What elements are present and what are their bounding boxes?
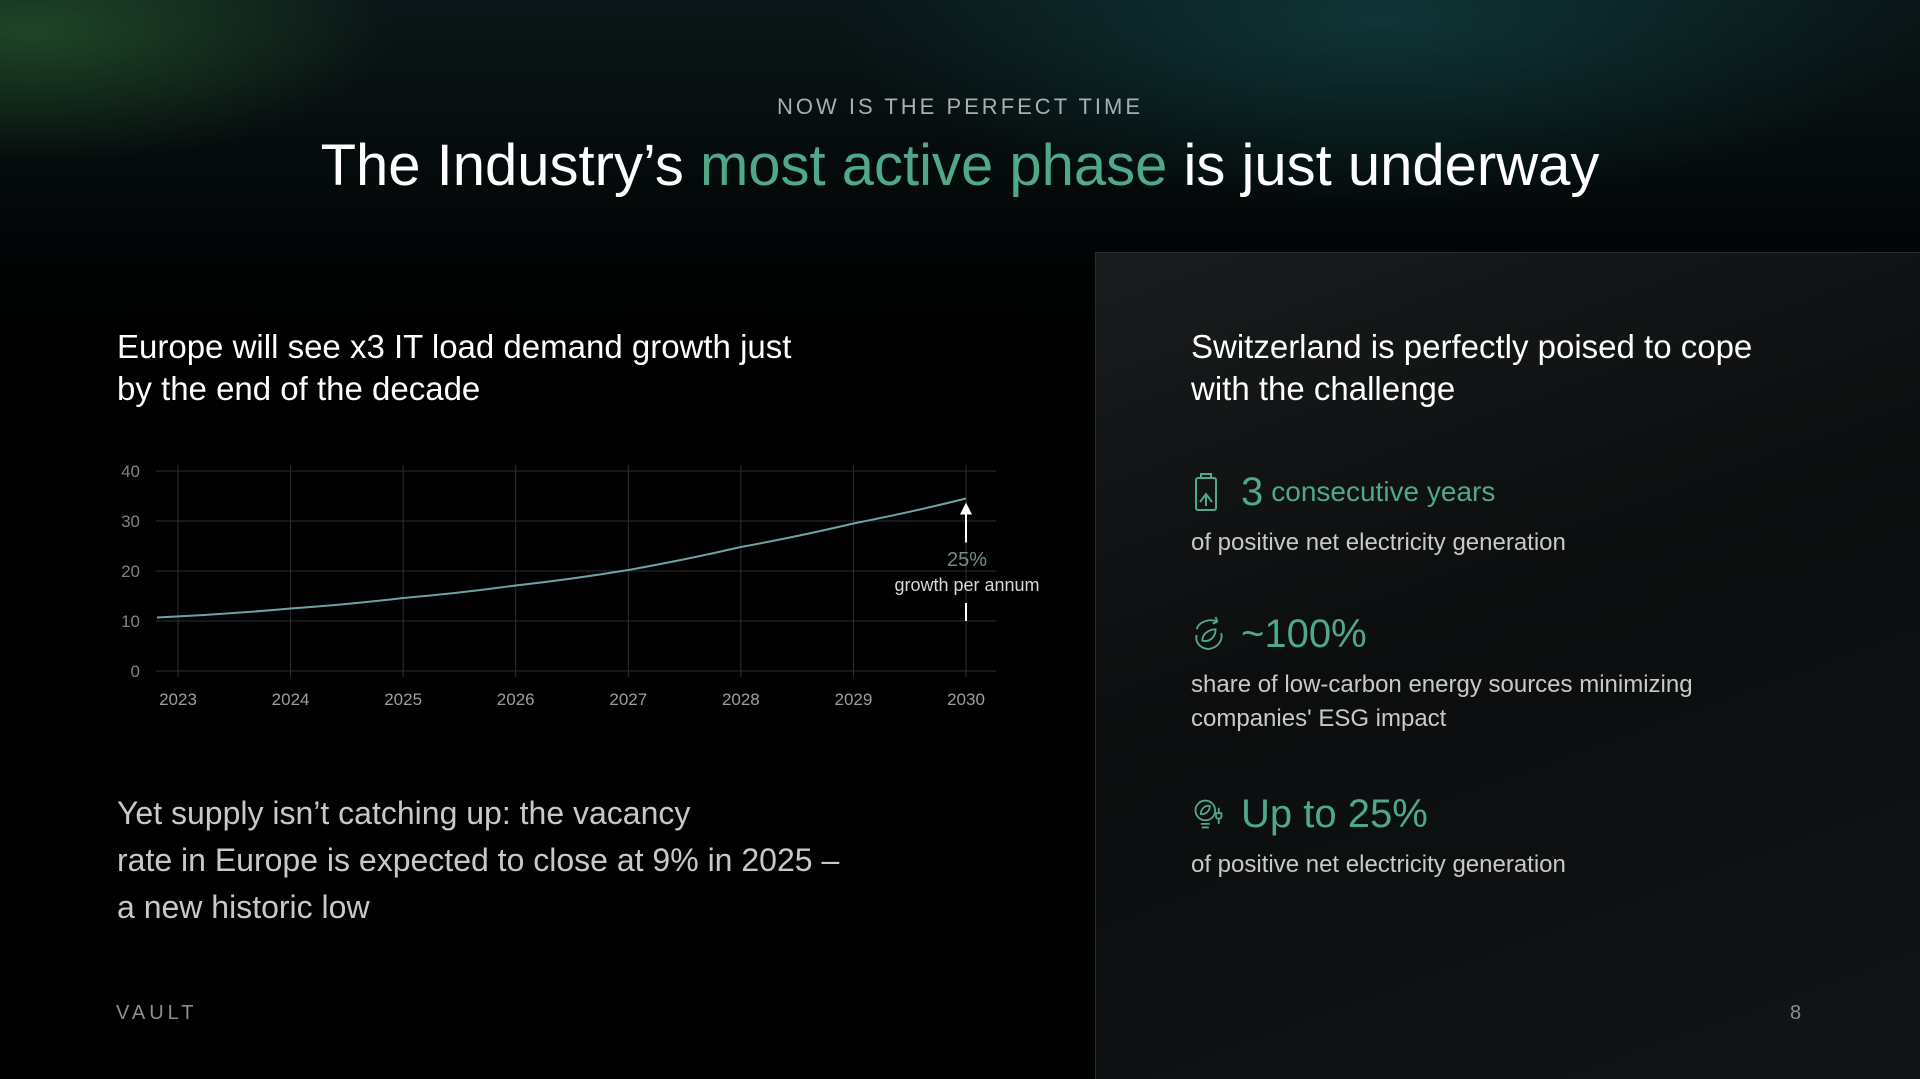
stat-desc-line: of positive net electricity generation (1191, 529, 1566, 556)
stat-unit: consecutive years (1271, 476, 1496, 507)
y-tick-label: 20 (121, 562, 140, 581)
x-tick-label: 2028 (722, 690, 760, 709)
y-tick-label: 0 (131, 662, 140, 681)
title-prefix: The Industry’s (320, 133, 700, 198)
left-heading-line: Europe will see x3 IT load demand growth… (117, 328, 792, 365)
stat-desc-line: companies' ESG impact (1191, 705, 1447, 732)
right-panel (1095, 252, 1920, 1079)
stat-consecutive-years: 3 consecutive years of positive net elec… (1191, 466, 1891, 560)
right-heading-line: Switzerland is perfectly poised to cope (1191, 328, 1753, 365)
stat-up-to: Up to 25% of positive net electricity ge… (1191, 788, 1891, 882)
x-tick-label: 2030 (947, 690, 985, 709)
supply-line: Yet supply isn’t catching up: the vacanc… (117, 795, 691, 831)
recycle-leaf-icon (1191, 614, 1225, 654)
stat-description: of positive net electricity generation (1191, 526, 1891, 560)
eyebrow-label: NOW IS THE PERFECT TIME (776, 94, 1144, 119)
stat-row: Up to 25% (1191, 788, 1891, 840)
stat-value: 3 (1241, 469, 1264, 514)
x-axis: 2023 2024 2025 2026 2027 2028 2029 2030 (159, 690, 985, 709)
supply-line: a new historic low (117, 889, 370, 925)
left-heading-line: by the end of the decade (117, 370, 481, 407)
title-suffix: is just underway (1167, 133, 1600, 198)
right-heading-line: with the challenge (1191, 370, 1456, 407)
left-heading: Europe will see x3 IT load demand growth… (117, 326, 937, 410)
stat-row: 3 consecutive years (1191, 466, 1891, 518)
title-accent: most active phase (699, 133, 1168, 198)
y-tick-label: 30 (121, 512, 140, 531)
right-heading: Switzerland is perfectly poised to cope … (1191, 326, 1891, 410)
stat-value: Up to 25% (1241, 791, 1428, 836)
annotation-label: growth per annum (894, 575, 1039, 595)
annotation-arrowhead (960, 502, 972, 515)
x-tick-label: 2029 (835, 690, 873, 709)
y-tick-label: 10 (121, 612, 140, 631)
supply-text: Yet supply isn’t catching up: the vacanc… (117, 790, 977, 931)
series-line (156, 497, 967, 619)
stat-description: of positive net electricity generation (1191, 848, 1891, 882)
y-axis: 0 10 20 30 40 (121, 462, 140, 681)
page-number: 8 (1790, 1002, 1802, 1024)
chart-grid (156, 465, 996, 677)
x-tick-label: 2024 (272, 690, 310, 709)
eco-bulb-icon (1191, 794, 1225, 834)
stat-desc-line: share of low-carbon energy sources minim… (1191, 671, 1693, 698)
x-tick-label: 2025 (384, 690, 422, 709)
stat-desc-line: of positive net electricity generation (1191, 851, 1566, 878)
stat-row: ~100% (1191, 608, 1891, 660)
stat-value: ~100% (1241, 611, 1367, 656)
annotation-value: 25% (947, 549, 987, 571)
x-tick-label: 2023 (159, 690, 197, 709)
y-tick-label: 40 (121, 462, 140, 481)
stat-description: share of low-carbon energy sources minim… (1191, 668, 1891, 736)
supply-line: rate in Europe is expected to close at 9… (117, 842, 840, 878)
x-tick-label: 2027 (609, 690, 647, 709)
x-tick-label: 2026 (497, 690, 535, 709)
brand-logo: VAULT (116, 1002, 198, 1024)
page-title: The Industry’s most active phase is just… (0, 132, 1920, 199)
stat-low-carbon: ~100% share of low-carbon energy sources… (1191, 608, 1891, 736)
battery-icon (1191, 472, 1225, 512)
growth-annotation: 25% growth per annum (894, 502, 1040, 621)
